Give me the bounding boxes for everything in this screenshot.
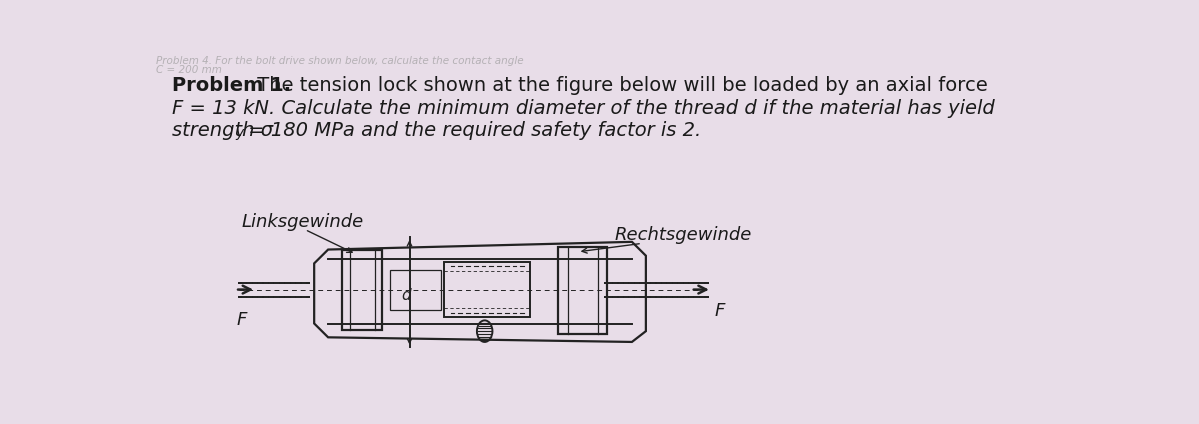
Text: F = 13 kN. Calculate the minimum diameter of the thread d if the material has yi: F = 13 kN. Calculate the minimum diamete… xyxy=(171,99,994,117)
Text: The tension lock shown at the figure below will be loaded by an axial force: The tension lock shown at the figure bel… xyxy=(252,76,988,95)
Text: strength σ: strength σ xyxy=(171,121,272,140)
Text: d: d xyxy=(402,288,411,303)
Bar xyxy=(342,250,382,329)
Text: F: F xyxy=(715,302,724,320)
Bar xyxy=(445,262,530,317)
Text: y: y xyxy=(235,126,243,139)
Text: Problem 1.: Problem 1. xyxy=(171,76,290,95)
Text: Rechtsgewinde: Rechtsgewinde xyxy=(615,226,752,245)
Text: = 180 MPa and the required safety factor is 2.: = 180 MPa and the required safety factor… xyxy=(242,121,701,140)
Text: F: F xyxy=(236,311,247,329)
Bar xyxy=(559,247,607,334)
Text: Linksgewinde: Linksgewinde xyxy=(241,212,363,231)
Text: C = 200 mm: C = 200 mm xyxy=(156,65,222,75)
Bar xyxy=(390,270,440,310)
Text: Problem 4. For the bolt drive shown below, calculate the contact angle: Problem 4. For the bolt drive shown belo… xyxy=(156,56,524,65)
